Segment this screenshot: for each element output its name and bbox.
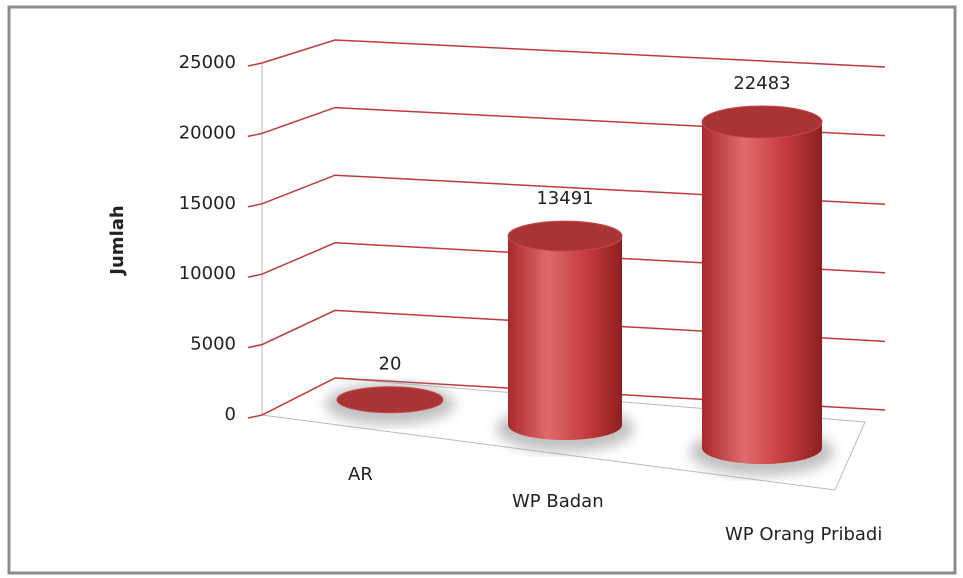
x-tick-label: WP Badan bbox=[512, 491, 604, 512]
bar-top bbox=[701, 105, 823, 139]
grid-line bbox=[247, 174, 886, 208]
y-axis-label: Jumlah bbox=[107, 205, 128, 276]
y-tick-label: 20000 bbox=[179, 122, 236, 143]
bar bbox=[702, 121, 822, 465]
x-tick-label: WP Orang Pribadi bbox=[725, 524, 882, 545]
bar bbox=[508, 236, 622, 440]
value-label: 20 bbox=[379, 354, 402, 375]
value-label: 13491 bbox=[536, 188, 593, 209]
bar-top bbox=[336, 386, 444, 414]
value-label: 22483 bbox=[733, 73, 790, 94]
bar-top bbox=[507, 220, 623, 252]
y-tick-label: 15000 bbox=[179, 193, 236, 214]
y-tick-label: 25000 bbox=[179, 52, 236, 73]
x-tick-label: AR bbox=[348, 464, 373, 485]
y-tick-label: 5000 bbox=[190, 334, 236, 355]
y-tick-label: 10000 bbox=[179, 263, 236, 284]
grid-line bbox=[247, 39, 886, 68]
grid-line bbox=[247, 106, 886, 138]
y-tick-label: 0 bbox=[225, 404, 236, 425]
